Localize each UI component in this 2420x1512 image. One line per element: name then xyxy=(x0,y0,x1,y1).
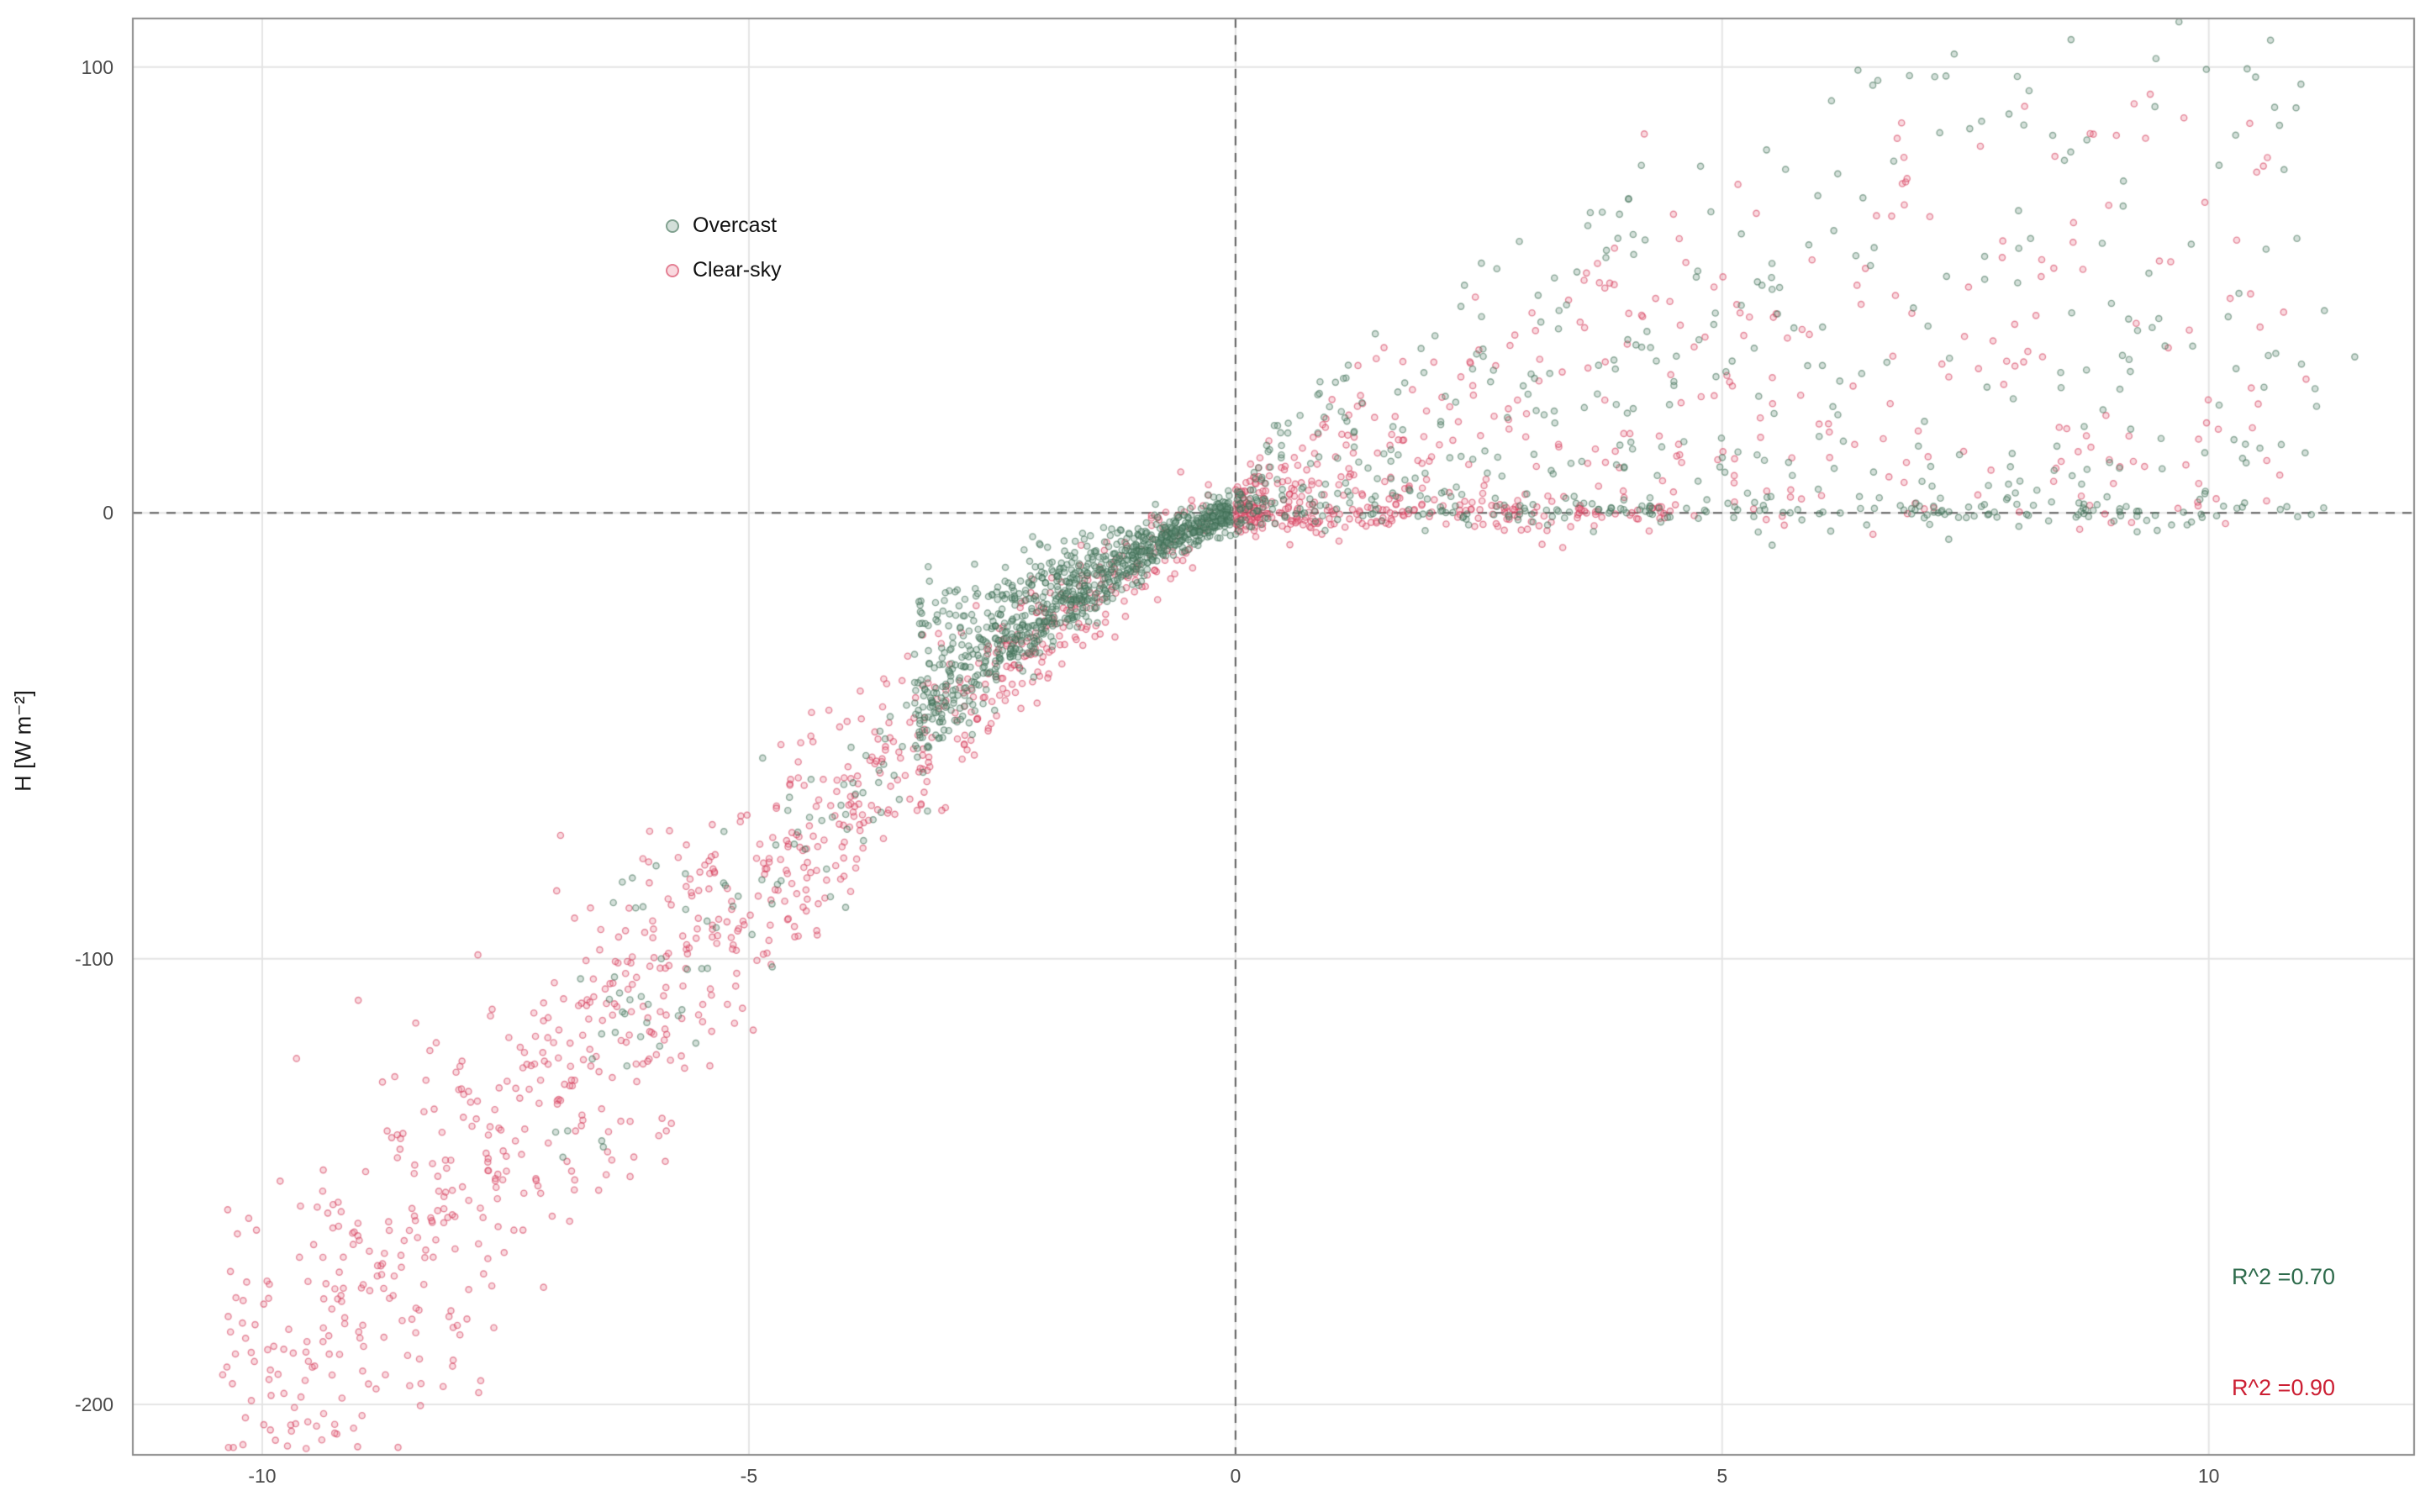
y-axis-label: H [W m⁻²] xyxy=(10,690,36,792)
legend: Overcast Clear-sky xyxy=(666,213,782,282)
overcast-point-marker-icon xyxy=(666,219,679,233)
y-axis-tick-label: 0 xyxy=(103,502,113,524)
x-axis-tick-label: 10 xyxy=(2197,1465,2220,1487)
clearsky-point-marker-icon xyxy=(666,263,679,277)
x-axis-tick-label: 0 xyxy=(1230,1465,1242,1487)
x-axis-tick-label: -10 xyxy=(248,1465,277,1487)
legend-label-clearsky: Clear-sky xyxy=(693,258,782,282)
y-axis-tick-label: -100 xyxy=(74,947,113,970)
legend-label-overcast: Overcast xyxy=(693,213,778,237)
y-axis-tick-label: -200 xyxy=(74,1393,113,1416)
r-squared-clearsky-annotation: R^2 =0.90 xyxy=(2231,1375,2335,1400)
x-axis-tick-label: 5 xyxy=(1716,1465,1728,1487)
r-squared-overcast-annotation: R^2 =0.70 xyxy=(2231,1264,2335,1289)
legend-item-clearsky: Clear-sky xyxy=(666,258,782,282)
x-axis-tick-label: -5 xyxy=(740,1465,758,1487)
y-axis-tick-label: 100 xyxy=(81,55,113,78)
legend-item-overcast: Overcast xyxy=(666,213,782,238)
